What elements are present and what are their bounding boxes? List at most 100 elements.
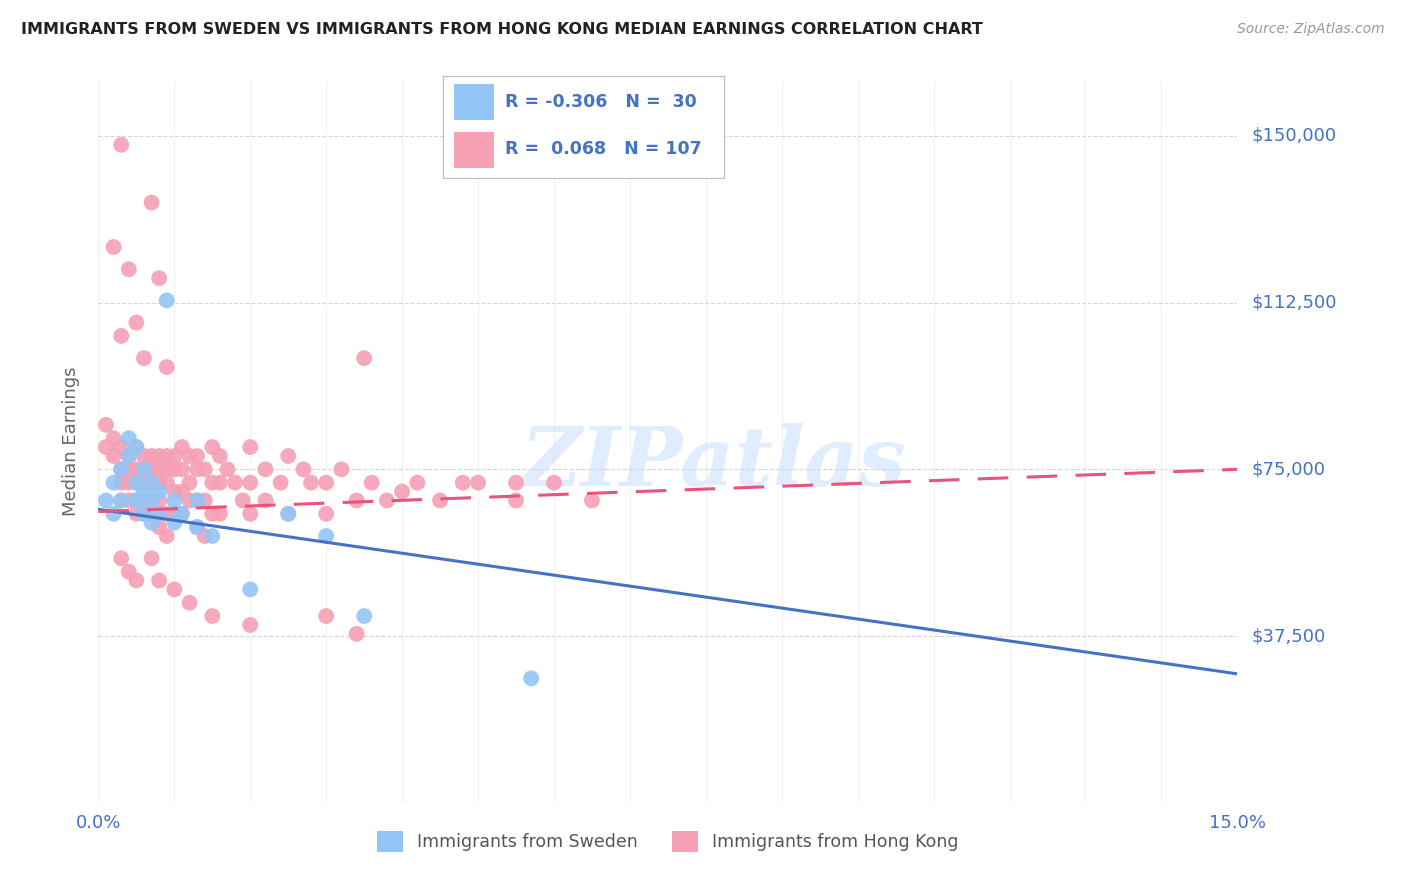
Point — [194, 462, 217, 476]
Point — [194, 529, 217, 543]
Point — [148, 520, 170, 534]
Point — [467, 475, 489, 490]
Text: IMMIGRANTS FROM SWEDEN VS IMMIGRANTS FROM HONG KONG MEDIAN EARNINGS CORRELATION : IMMIGRANTS FROM SWEDEN VS IMMIGRANTS FRO… — [21, 22, 983, 37]
FancyBboxPatch shape — [454, 84, 494, 120]
Point — [163, 484, 186, 499]
Point — [156, 462, 179, 476]
Point — [254, 462, 277, 476]
Text: $75,000: $75,000 — [1251, 460, 1326, 478]
Point — [132, 507, 155, 521]
Point — [118, 462, 141, 476]
Point — [315, 609, 337, 624]
Point — [208, 449, 231, 463]
Point — [118, 565, 141, 579]
Point — [125, 440, 148, 454]
Text: ZIPatlas: ZIPatlas — [520, 423, 905, 503]
Point — [170, 507, 193, 521]
Point — [103, 507, 125, 521]
Point — [148, 462, 170, 476]
Point — [148, 493, 170, 508]
Point — [346, 493, 368, 508]
Point — [299, 475, 322, 490]
Point — [110, 551, 132, 566]
Point — [391, 484, 413, 499]
Point — [156, 360, 179, 375]
Point — [451, 475, 474, 490]
Point — [292, 462, 315, 476]
Point — [110, 329, 132, 343]
Point — [163, 462, 186, 476]
Point — [186, 493, 208, 508]
Point — [125, 475, 148, 490]
Point — [315, 507, 337, 521]
Point — [315, 529, 337, 543]
Point — [141, 475, 163, 490]
Point — [141, 507, 163, 521]
Point — [125, 440, 148, 454]
Point — [125, 316, 148, 330]
Point — [330, 462, 353, 476]
Point — [163, 582, 186, 597]
Point — [148, 507, 170, 521]
Point — [141, 475, 163, 490]
Point — [132, 475, 155, 490]
Point — [118, 449, 141, 463]
Point — [125, 493, 148, 508]
Point — [94, 417, 117, 432]
Point — [118, 449, 141, 463]
Point — [581, 493, 603, 508]
Point — [132, 351, 155, 366]
Point — [148, 574, 170, 588]
Point — [125, 574, 148, 588]
Text: $112,500: $112,500 — [1251, 293, 1337, 311]
Point — [208, 507, 231, 521]
Text: $150,000: $150,000 — [1251, 127, 1336, 145]
Point — [118, 431, 141, 445]
Point — [125, 475, 148, 490]
Point — [103, 240, 125, 254]
Point — [156, 293, 179, 308]
Point — [239, 582, 262, 597]
Point — [125, 462, 148, 476]
Point — [239, 507, 262, 521]
Point — [315, 475, 337, 490]
Text: R =  0.068   N = 107: R = 0.068 N = 107 — [505, 140, 702, 158]
Point — [186, 520, 208, 534]
Point — [118, 475, 141, 490]
Point — [277, 507, 299, 521]
Point — [406, 475, 429, 490]
Point — [163, 516, 186, 530]
Point — [148, 484, 170, 499]
Point — [94, 493, 117, 508]
Point — [103, 475, 125, 490]
Y-axis label: Median Earnings: Median Earnings — [62, 367, 80, 516]
Point — [170, 462, 193, 476]
Point — [110, 475, 132, 490]
Point — [132, 484, 155, 499]
Point — [201, 440, 224, 454]
Point — [201, 529, 224, 543]
Point — [201, 475, 224, 490]
Point — [353, 609, 375, 624]
Point — [110, 137, 132, 152]
Point — [103, 449, 125, 463]
Point — [132, 449, 155, 463]
Text: Source: ZipAtlas.com: Source: ZipAtlas.com — [1237, 22, 1385, 37]
Point — [110, 462, 132, 476]
Text: R = -0.306   N =  30: R = -0.306 N = 30 — [505, 93, 696, 111]
FancyBboxPatch shape — [454, 132, 494, 168]
Point — [118, 262, 141, 277]
Point — [170, 484, 193, 499]
Point — [170, 440, 193, 454]
Point — [186, 520, 208, 534]
Point — [360, 475, 382, 490]
Point — [125, 493, 148, 508]
Point — [186, 462, 208, 476]
Point — [254, 493, 277, 508]
Point — [170, 507, 193, 521]
Point — [110, 493, 132, 508]
Point — [132, 493, 155, 508]
Point — [141, 493, 163, 508]
Point — [429, 493, 451, 508]
Point — [156, 507, 179, 521]
